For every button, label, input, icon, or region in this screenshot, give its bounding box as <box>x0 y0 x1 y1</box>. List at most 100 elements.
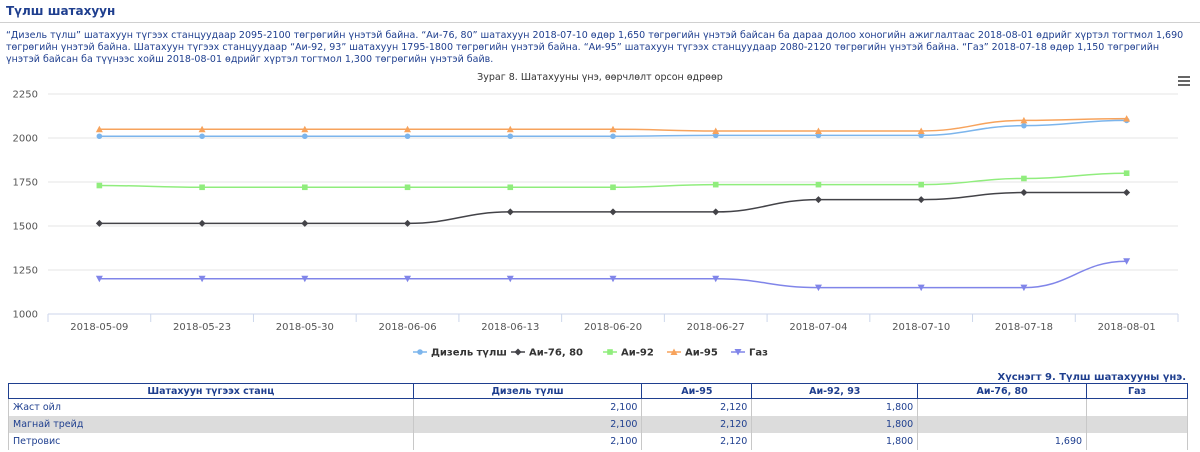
cell-station: Петровис <box>8 433 414 450</box>
data-point <box>610 184 616 191</box>
data-point <box>1123 258 1131 265</box>
cell-ai95: 2,120 <box>641 416 753 433</box>
x-tick-label: 2018-05-09 <box>70 322 128 333</box>
x-tick-label: 2018-06-27 <box>687 322 745 333</box>
col-header-station: Шатахуун түгээх станц <box>8 383 414 399</box>
cell-station: Магнай трейд <box>8 416 414 433</box>
data-point <box>198 125 206 133</box>
y-tick-label: 1000 <box>13 310 38 321</box>
data-point <box>815 181 822 188</box>
data-point <box>917 196 925 204</box>
data-point <box>506 125 514 133</box>
x-tick-label: 2018-06-06 <box>378 322 436 333</box>
data-point <box>712 275 720 283</box>
col-header-gas: Газ <box>1086 383 1188 399</box>
legend-marker <box>417 349 423 355</box>
data-point <box>609 275 617 283</box>
table-row: Петровис 2,100 2,120 1,800 1,690 <box>8 433 1188 450</box>
cell-diesel: 2,100 <box>412 433 643 450</box>
data-point <box>301 219 309 227</box>
cell-gas <box>1086 433 1188 450</box>
table-header-row: Шатахуун түгээх станц Дизель түлш Аи-95 … <box>8 383 1188 399</box>
x-tick-label: 2018-05-23 <box>173 322 231 333</box>
legend-label: Аи-95 <box>685 348 718 359</box>
chart-caption: Зураг 8. Шатахууны үнэ, өөрчлөлт орсон ө… <box>477 72 723 83</box>
x-tick-label: 2018-06-13 <box>481 322 539 333</box>
data-point <box>610 133 616 140</box>
data-point <box>404 184 411 191</box>
cell-diesel: 2,100 <box>412 416 643 433</box>
data-point <box>404 219 412 227</box>
chart-series <box>95 115 1131 292</box>
data-point <box>917 284 925 292</box>
hamburger-menu-icon[interactable] <box>1178 76 1190 86</box>
data-point <box>1020 116 1028 124</box>
data-point <box>609 208 617 216</box>
title-divider <box>0 22 1200 23</box>
cell-diesel: 2,100 <box>412 398 643 416</box>
data-point <box>814 196 822 204</box>
x-tick-label: 2018-07-04 <box>789 322 847 333</box>
data-point <box>96 182 103 189</box>
data-point <box>712 127 720 134</box>
data-point <box>507 184 514 191</box>
series-4 <box>95 258 1131 292</box>
data-point <box>301 275 309 283</box>
data-point <box>199 184 205 191</box>
x-tick-label: 2018-07-18 <box>995 322 1053 333</box>
cell-station: Жаст ойл <box>8 398 414 416</box>
data-point <box>1123 189 1131 197</box>
cell-ai92: 1,800 <box>751 416 919 433</box>
cell-ai76: 1,690 <box>917 433 1088 450</box>
data-point <box>302 133 308 140</box>
chart-grid <box>48 93 1178 315</box>
cell-ai76 <box>917 416 1088 433</box>
legend-item[interactable]: Аи-92 <box>603 348 654 359</box>
table-caption: Хүснэгт 9. Түлш шатахууны үнэ. <box>997 372 1187 383</box>
legend-item[interactable]: Аи-95 <box>667 348 718 359</box>
col-header-ai95: Аи-95 <box>641 383 753 399</box>
legend-marker <box>607 349 613 355</box>
data-point <box>1020 189 1028 197</box>
y-tick-label: 2250 <box>13 90 38 101</box>
data-point <box>1020 284 1028 292</box>
data-point <box>507 133 514 140</box>
cell-ai95: 2,120 <box>641 398 753 416</box>
data-point <box>918 181 924 188</box>
data-point <box>1021 122 1027 129</box>
x-tick-label: 2018-05-30 <box>276 322 334 333</box>
data-point <box>198 219 206 227</box>
x-tick-label: 2018-06-20 <box>584 322 642 333</box>
cell-ai92: 1,800 <box>751 433 919 450</box>
data-point <box>1123 115 1131 122</box>
data-point <box>95 125 103 133</box>
data-point <box>506 208 514 216</box>
cell-gas <box>1086 416 1188 433</box>
page-title: Түлш шатахуун <box>6 4 116 18</box>
chart-legend: Дизель түлш Аи-76, 80 Аи-92 Аи-95 Газ <box>413 348 768 359</box>
data-point <box>302 184 308 191</box>
data-point <box>917 127 925 134</box>
x-tick-label: 2018-07-10 <box>892 322 950 333</box>
data-point <box>301 125 309 133</box>
y-tick-label: 1750 <box>13 178 38 189</box>
data-point <box>1021 175 1027 182</box>
data-point <box>814 127 822 134</box>
legend-item[interactable]: Дизель түлш <box>413 348 507 359</box>
col-header-ai92: Аи-92, 93 <box>751 383 919 399</box>
legend-item[interactable]: Газ <box>731 348 768 359</box>
legend-label: Дизель түлш <box>431 348 507 359</box>
x-axis-ticks: 2018-05-09 2018-05-23 2018-05-30 2018-06-06… <box>47 314 1179 333</box>
col-header-ai76: Аи-76, 80 <box>917 383 1088 399</box>
summary-paragraph: “Дизель түлш” шатахуун түгээх станцуудаа… <box>6 30 1184 65</box>
table-row: Магнай трейд 2,100 2,120 1,800 <box>8 416 1188 433</box>
fuel-price-table: Шатахуун түгээх станц Дизель түлш Аи-95 … <box>8 383 1188 450</box>
series-3 <box>95 115 1131 134</box>
x-tick-label: 2018-08-01 <box>1098 322 1156 333</box>
data-point <box>198 275 206 283</box>
y-tick-label: 1250 <box>13 266 38 277</box>
cell-ai92: 1,800 <box>751 398 919 416</box>
series-2 <box>96 170 1130 191</box>
legend-item[interactable]: Аи-76, 80 <box>511 348 583 359</box>
